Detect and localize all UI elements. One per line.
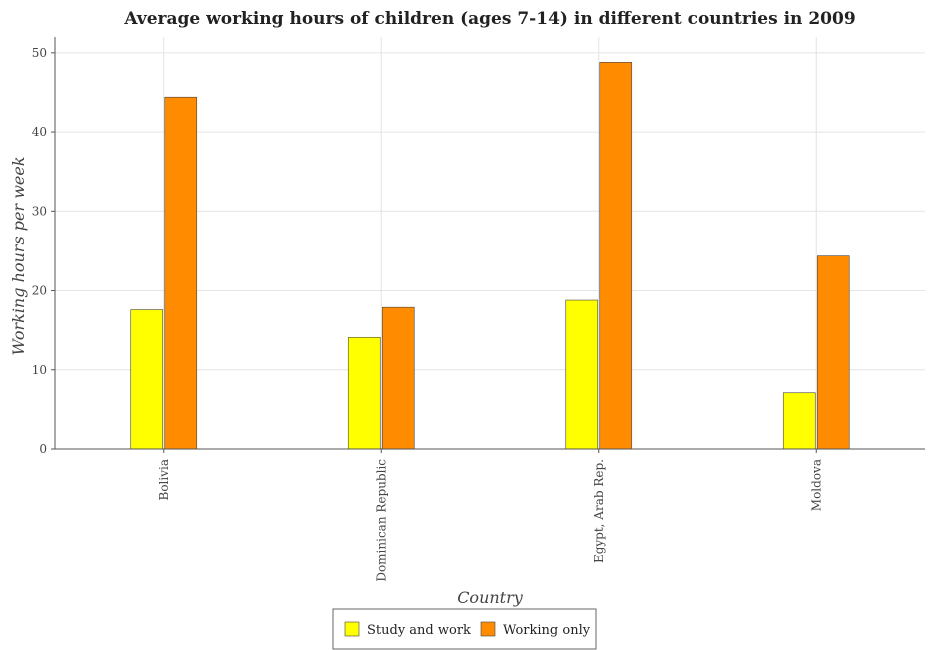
chart-title: Average working hours of children (ages …	[123, 9, 855, 29]
y-axis: 0 10 20 30 40 50	[32, 37, 56, 456]
x-tick-label: Egypt, Arab Rep.	[592, 459, 606, 563]
legend-label-working-only: Working only	[503, 623, 591, 638]
bar-study-and-work	[130, 309, 164, 450]
bar-study-and-work	[782, 392, 816, 450]
legend: Study and work Working only	[332, 608, 597, 650]
bar-working-only	[599, 62, 633, 450]
x-tick-label: Moldova	[809, 459, 823, 511]
bar-working-only	[164, 96, 198, 450]
legend-box	[332, 608, 597, 650]
bars	[130, 62, 850, 450]
x-tick-label: Bolivia	[157, 459, 171, 501]
grid	[55, 37, 925, 450]
y-axis-title: Working hours per week	[9, 156, 28, 355]
y-tick-label: 30	[32, 204, 47, 218]
y-tick-label: 20	[32, 284, 47, 298]
y-tick-label: 40	[32, 125, 47, 139]
bar-study-and-work	[347, 336, 381, 450]
y-tick-label: 10	[32, 363, 47, 377]
legend-swatch-working-only	[480, 621, 496, 637]
legend-label-study-and-work: Study and work	[367, 623, 471, 638]
x-tick-label: Dominican Republic	[374, 459, 388, 582]
y-tick-label: 0	[39, 442, 47, 456]
x-axis: Bolivia Dominican Republic Egypt, Arab Rep…	[55, 448, 925, 582]
bar-working-only	[381, 306, 415, 450]
bar-working-only	[816, 255, 850, 450]
legend-swatch-study-and-work	[344, 621, 360, 637]
x-axis-title: Country	[457, 588, 524, 607]
y-tick-label: 50	[32, 46, 47, 60]
bar-study-and-work	[565, 299, 599, 450]
